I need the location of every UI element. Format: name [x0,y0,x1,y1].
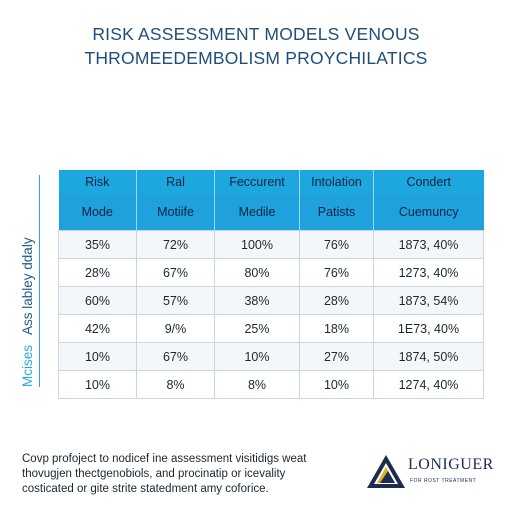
table-cell: 28% [58,258,137,287]
side-label-divider [39,175,40,387]
table-cell: 42% [58,314,137,343]
table-cell: 10% [214,342,300,371]
column-subheader: Cuemuncy [373,194,484,231]
side-label-main: Ass labley ddaly [20,237,35,335]
footnote: Covp profoject to nodicef ine assessment… [22,452,352,497]
side-label-accent: Mcises [20,344,35,387]
table-cell: 28% [299,286,374,315]
table-cell: 1874, 50% [373,342,484,371]
column-subheader: Patists [299,194,374,231]
title-line-1: RISK ASSESSMENT MODELS VENOUS [92,24,420,44]
table-row: 35% 72% 100% 76% 1873, 40% [58,230,484,259]
table-cell: 8% [214,370,300,399]
table-header-row-2: Mode Motiife Medile Patists Cuemuncy [58,194,484,231]
side-label-text: Mcises Ass labley ddaly [20,175,35,387]
table-cell: 1273, 40% [373,258,484,287]
table-cell: 67% [136,342,215,371]
table-cell: 80% [214,258,300,287]
column-header: Intolation [299,170,374,194]
table-cell: 1E73, 40% [373,314,484,343]
table-cell: 72% [136,230,215,259]
vertical-side-label: Mcises Ass labley ddaly [18,175,40,387]
column-header: Risk [58,170,137,194]
table-cell: 76% [299,230,374,259]
column-subheader: Motiife [136,194,215,231]
table-cell: 10% [58,342,137,371]
column-subheader: Medile [214,194,300,231]
table-cell: 76% [299,258,374,287]
table-cell: 10% [58,370,137,399]
table-cell: 67% [136,258,215,287]
table-cell: 57% [136,286,215,315]
table-cell: 100% [214,230,300,259]
table-cell: 38% [214,286,300,315]
table-row: 10% 8% 8% 10% 1274, 40% [58,370,484,399]
column-header: Ral [136,170,215,194]
table-cell: 27% [299,342,374,371]
table-cell: 1873, 54% [373,286,484,315]
table-row: 60% 57% 38% 28% 1873, 54% [58,286,484,315]
footnote-line: thovugjen thectgenobiols, and procinatip… [22,468,286,480]
footnote-line: Covp profoject to nodicef ine assessment… [22,453,307,465]
logo-triangle-icon [367,455,405,488]
table-cell: 1873, 40% [373,230,484,259]
table-cell: 60% [58,286,137,315]
column-header: Feccurent [214,170,300,194]
logo-name: LONIGUER [408,456,494,473]
table-cell: 1274, 40% [373,370,484,399]
title-line-2: THROMEEDEMBOLISM PROYCHILATICS [84,48,428,68]
logo-tagline: FOR ROST TREATMENT [410,478,477,484]
brand-logo: LONIGUER FOR ROST TREATMENT [364,452,504,492]
table-cell: 9/% [136,314,215,343]
table-cell: 10% [299,370,374,399]
table-row: 10% 67% 10% 27% 1874, 50% [58,342,484,371]
table-header-row-1: Risk Ral Feccurent Intolation Condert [58,170,484,194]
table-row: 42% 9/% 25% 18% 1E73, 40% [58,314,484,343]
footnote-line: costicated or gite strite statedment amy… [22,483,269,495]
risk-model-table: Risk Ral Feccurent Intolation Condert Mo… [58,170,484,399]
table-cell: 8% [136,370,215,399]
column-header: Condert [373,170,484,194]
table-cell: 25% [214,314,300,343]
column-subheader: Mode [58,194,137,231]
table-row: 28% 67% 80% 76% 1273, 40% [58,258,484,287]
document-title: RISK ASSESSMENT MODELS VENOUS THROMEEDEM… [0,22,512,70]
table-cell: 18% [299,314,374,343]
table-cell: 35% [58,230,137,259]
